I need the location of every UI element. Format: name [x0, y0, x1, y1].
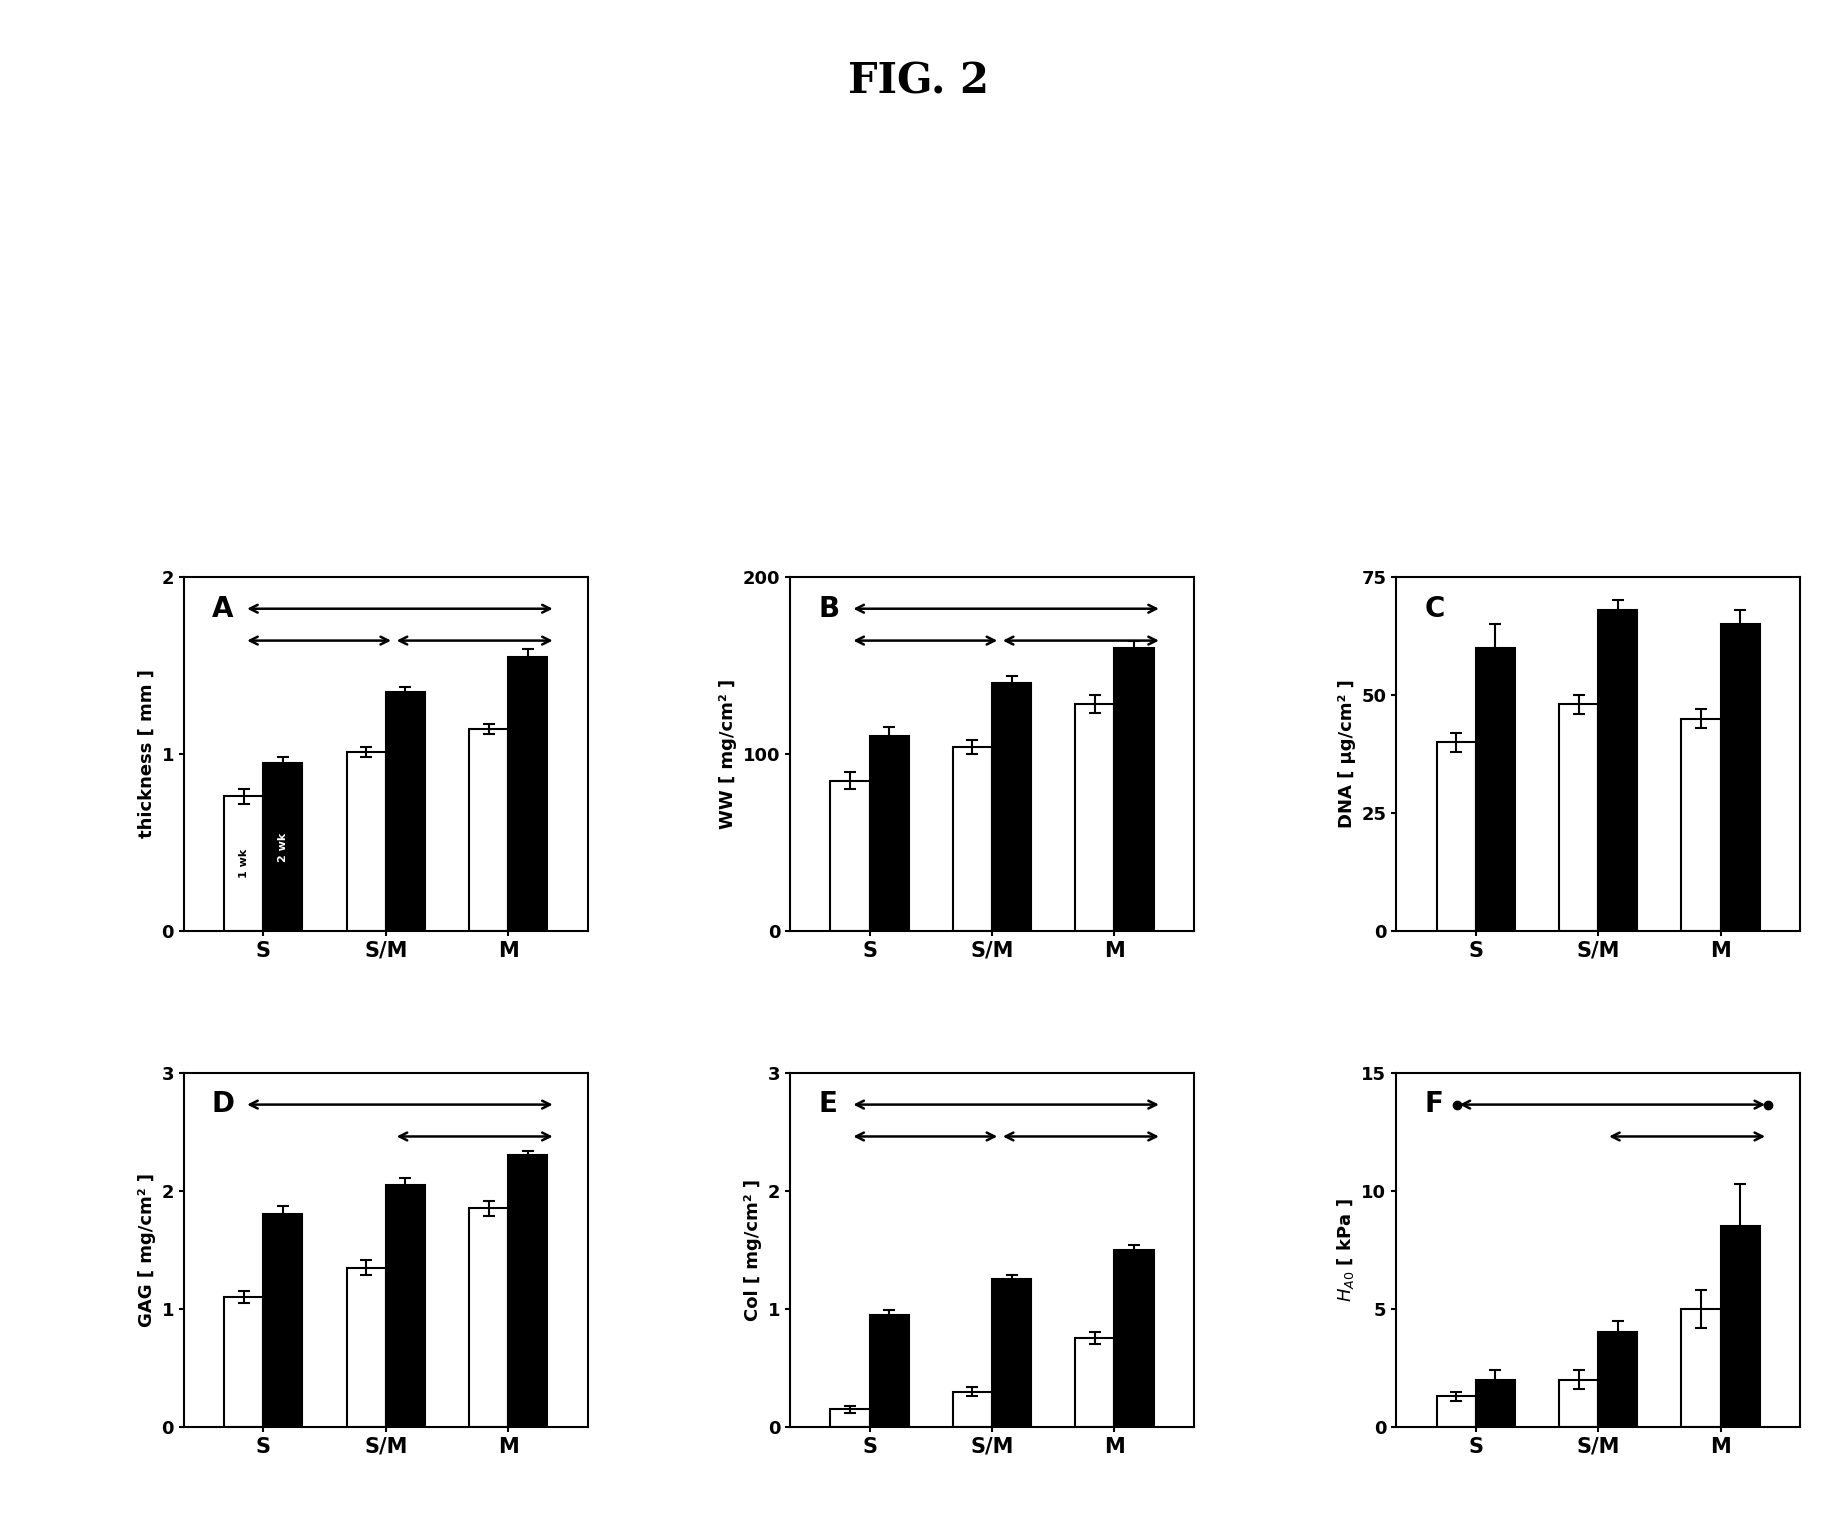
Bar	[509, 1155, 547, 1427]
Bar	[347, 1268, 386, 1427]
Bar	[1560, 704, 1598, 931]
Bar	[386, 692, 424, 931]
Y-axis label: DNA [ μg/cm² ]: DNA [ μg/cm² ]	[1337, 680, 1356, 829]
Bar	[509, 656, 547, 931]
Bar	[263, 1214, 303, 1427]
Bar	[992, 1280, 1031, 1427]
Bar	[953, 747, 992, 931]
Bar	[1560, 1380, 1598, 1427]
Bar	[1115, 1249, 1154, 1427]
Bar	[1598, 610, 1637, 931]
Text: B: B	[817, 595, 840, 622]
Bar	[1115, 648, 1154, 931]
Y-axis label: $H_{A0}$ [ kPa ]: $H_{A0}$ [ kPa ]	[1335, 1198, 1356, 1301]
Y-axis label: Col [ mg/cm² ]: Col [ mg/cm² ]	[744, 1179, 762, 1321]
Bar	[1075, 1339, 1115, 1427]
Bar	[347, 753, 386, 931]
Bar	[1475, 648, 1516, 931]
Bar	[1681, 718, 1721, 931]
Bar	[1681, 1309, 1721, 1427]
Bar	[263, 762, 303, 931]
Y-axis label: thickness [ mm ]: thickness [ mm ]	[138, 669, 156, 838]
Bar	[1475, 1380, 1516, 1427]
Bar	[1437, 1397, 1475, 1427]
Bar	[830, 1409, 869, 1427]
Text: C: C	[1424, 595, 1444, 622]
Text: 2 wk: 2 wk	[277, 832, 288, 862]
Bar	[992, 683, 1031, 931]
Text: FIG. 2: FIG. 2	[849, 61, 988, 103]
Bar	[468, 729, 509, 931]
Bar	[1075, 704, 1115, 931]
Bar	[869, 736, 909, 931]
Text: 1 wk: 1 wk	[239, 849, 248, 879]
Text: E: E	[817, 1090, 838, 1119]
Bar	[869, 1315, 909, 1427]
Bar	[386, 1186, 424, 1427]
Y-axis label: WW [ mg/cm² ]: WW [ mg/cm² ]	[718, 679, 737, 829]
Bar	[468, 1208, 509, 1427]
Bar	[224, 1296, 263, 1427]
Y-axis label: GAG [ mg/cm² ]: GAG [ mg/cm² ]	[138, 1173, 156, 1327]
Bar	[830, 780, 869, 931]
Bar	[953, 1392, 992, 1427]
Text: D: D	[211, 1090, 235, 1119]
Bar	[1437, 742, 1475, 931]
Text: A: A	[211, 595, 233, 622]
Text: F: F	[1424, 1090, 1444, 1119]
Bar	[224, 797, 263, 931]
Bar	[1598, 1333, 1637, 1427]
Bar	[1721, 1227, 1760, 1427]
Bar	[1721, 624, 1760, 931]
